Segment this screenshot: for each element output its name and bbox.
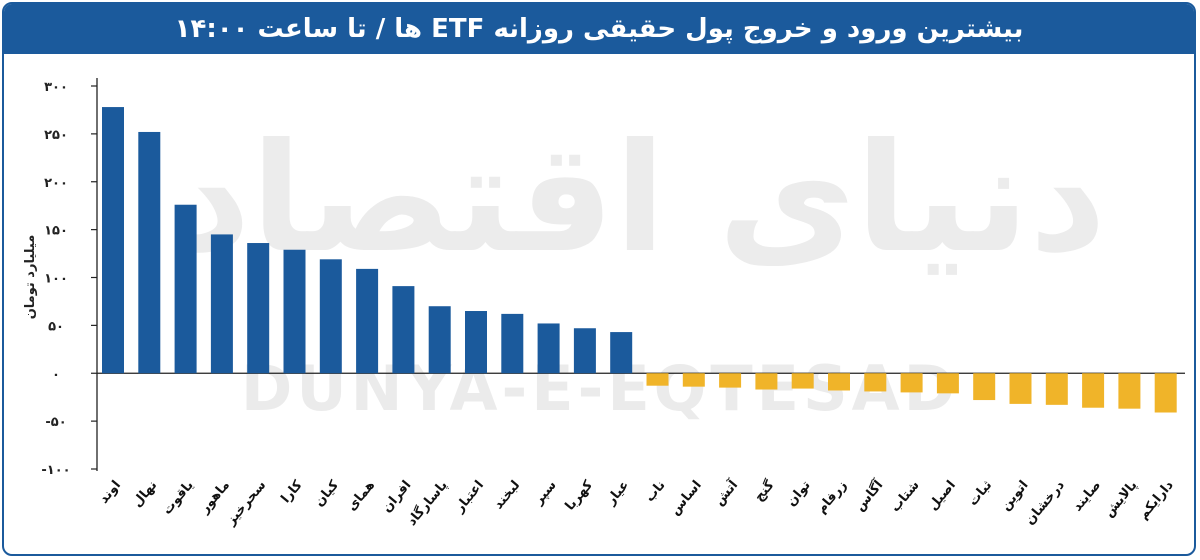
bar: [210, 234, 233, 374]
bar: [646, 373, 669, 386]
y-tick-label: -۵۰: [45, 415, 66, 430]
bar: [610, 332, 633, 374]
category-label: افران: [379, 478, 414, 516]
y-tick-label: ۱۰۰: [44, 272, 68, 287]
category-label: آگاس: [851, 476, 887, 514]
y-tick-label: ۲۵۰: [44, 128, 68, 143]
bar: [573, 328, 596, 374]
bar: [1082, 373, 1105, 408]
chart-header: بیشترین ورود و خروج پول حقیقی روزانه ETF…: [4, 4, 1194, 54]
chart-title: بیشترین ورود و خروج پول حقیقی روزانه ETF…: [174, 14, 1024, 44]
watermark-text: DUNYA-E-EQTESAD: [241, 352, 959, 425]
bar: [102, 107, 124, 374]
category-label: ناب: [642, 478, 668, 505]
category-label: همای: [344, 478, 378, 514]
bar: [356, 268, 379, 374]
bar: [791, 373, 814, 389]
y-tick-label: ۲۰۰: [44, 176, 68, 191]
bar: [1009, 373, 1032, 404]
bar: [719, 373, 742, 388]
bar: [1154, 373, 1177, 413]
bar: [682, 373, 705, 387]
bar: [428, 306, 451, 374]
category-label: اعتبار: [452, 478, 487, 516]
bar: [501, 313, 524, 374]
category-label: پالایش: [1102, 478, 1141, 520]
bar: [247, 243, 270, 374]
category-label: کیان: [312, 478, 342, 510]
bar: [465, 311, 487, 374]
category-label: درخشان: [1022, 478, 1068, 528]
bar: [755, 373, 778, 390]
category-label: شتاب: [888, 478, 923, 515]
category-label: یاقوت: [160, 478, 197, 518]
y-tick-label: ۳۰۰: [44, 80, 68, 95]
bar: [828, 373, 850, 391]
category-label: ماهور: [197, 478, 233, 517]
bar: [283, 249, 306, 374]
bar: [936, 373, 959, 394]
category-label: لبخند: [491, 478, 523, 512]
category-label: سپر: [531, 478, 560, 508]
bar: [138, 131, 161, 374]
category-label: آتش: [710, 476, 741, 509]
category-label: ثبات: [966, 478, 996, 509]
bar: [1045, 373, 1068, 405]
category-label: صایند: [1070, 478, 1104, 515]
category-label: زرفام: [814, 478, 850, 517]
category-label: کارا: [278, 478, 305, 507]
bar: [174, 204, 197, 374]
bar: [392, 286, 415, 374]
y-tick-label: ۰: [52, 367, 60, 382]
bar: [537, 323, 560, 374]
watermark-logo: دنیای اقتصاد: [174, 112, 1107, 286]
category-label: اساس: [668, 478, 705, 518]
category-label: اصیل: [926, 478, 959, 514]
y-tick-label: -۱۰۰: [41, 463, 70, 478]
y-axis-label: میلیارد تومان: [23, 235, 38, 320]
category-label: کهربا: [563, 478, 597, 514]
y-tick-label: ۱۵۰: [44, 224, 68, 239]
category-label: گنج: [751, 477, 778, 505]
bar: [864, 373, 887, 392]
category-label: توان: [784, 478, 814, 510]
bar: [319, 259, 342, 374]
category-label: نهال: [130, 478, 161, 510]
category-label: عیار: [603, 478, 632, 509]
bar: [973, 373, 996, 401]
bar: [1118, 373, 1141, 409]
category-label: دارایکم: [1136, 478, 1177, 523]
category-label: اتوین: [998, 478, 1031, 514]
category-label: اوند: [97, 478, 125, 507]
y-tick-label: ۵۰: [48, 319, 64, 334]
bar: [900, 373, 923, 393]
